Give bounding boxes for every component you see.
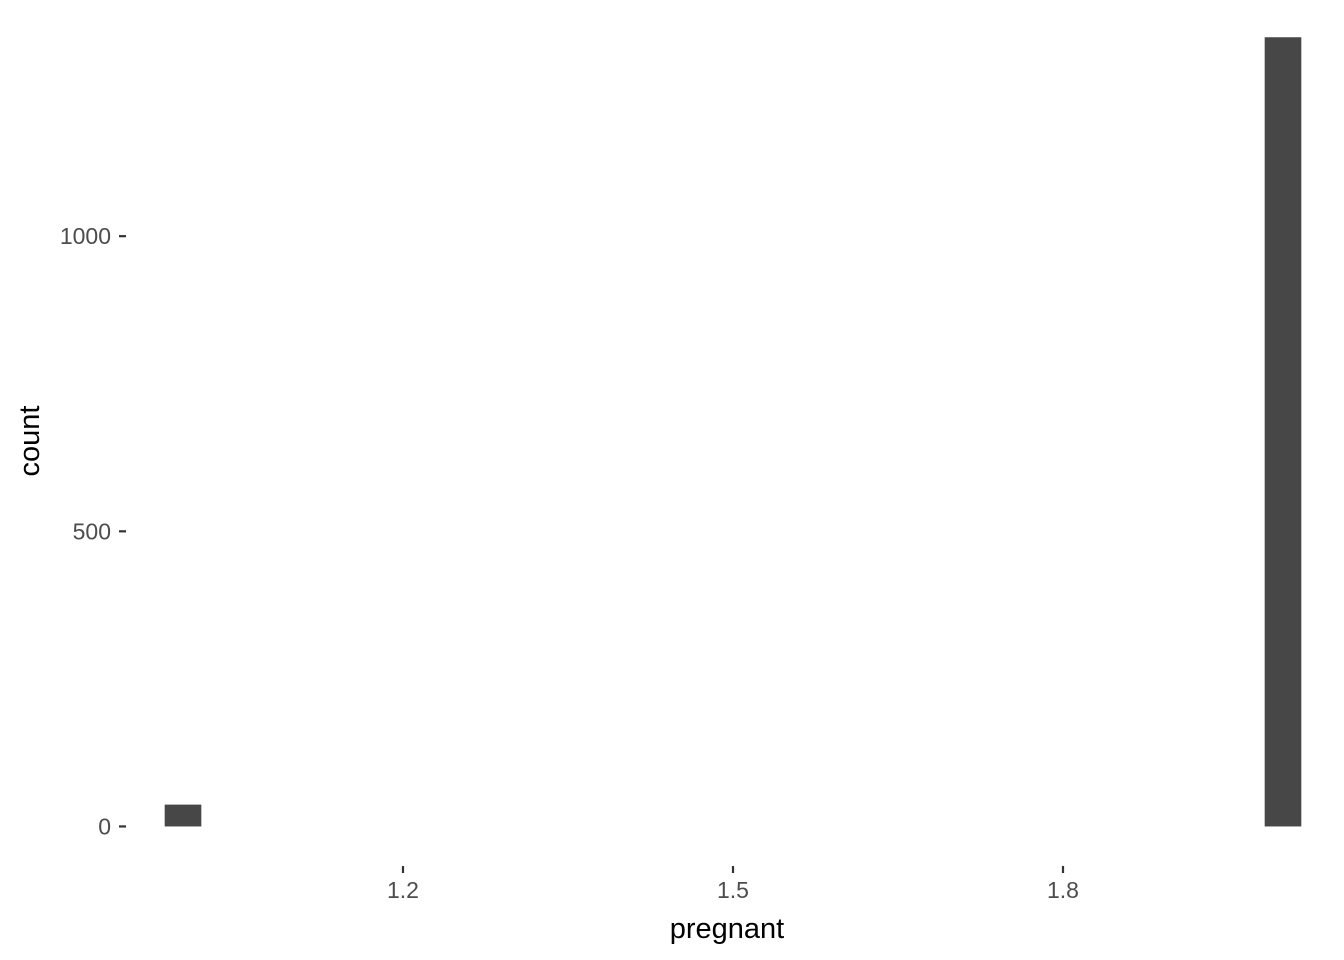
y-tick-label: 1000 bbox=[60, 223, 111, 249]
y-axis-title: count bbox=[14, 406, 46, 477]
y-tick-label: 500 bbox=[73, 518, 111, 544]
y-axis: 0 500 1000 bbox=[60, 223, 126, 839]
histogram-bar bbox=[1264, 37, 1302, 827]
x-tick-label: 1.2 bbox=[387, 877, 419, 903]
x-tick-label: 1.8 bbox=[1047, 877, 1079, 903]
x-axis: 1.2 1.5 1.8 bbox=[387, 866, 1079, 903]
y-tick-label: 0 bbox=[98, 813, 111, 839]
x-tick-label: 1.5 bbox=[717, 877, 749, 903]
histogram-bar bbox=[164, 804, 202, 827]
x-axis-title: pregnant bbox=[670, 913, 785, 945]
bars-layer bbox=[164, 37, 1302, 827]
